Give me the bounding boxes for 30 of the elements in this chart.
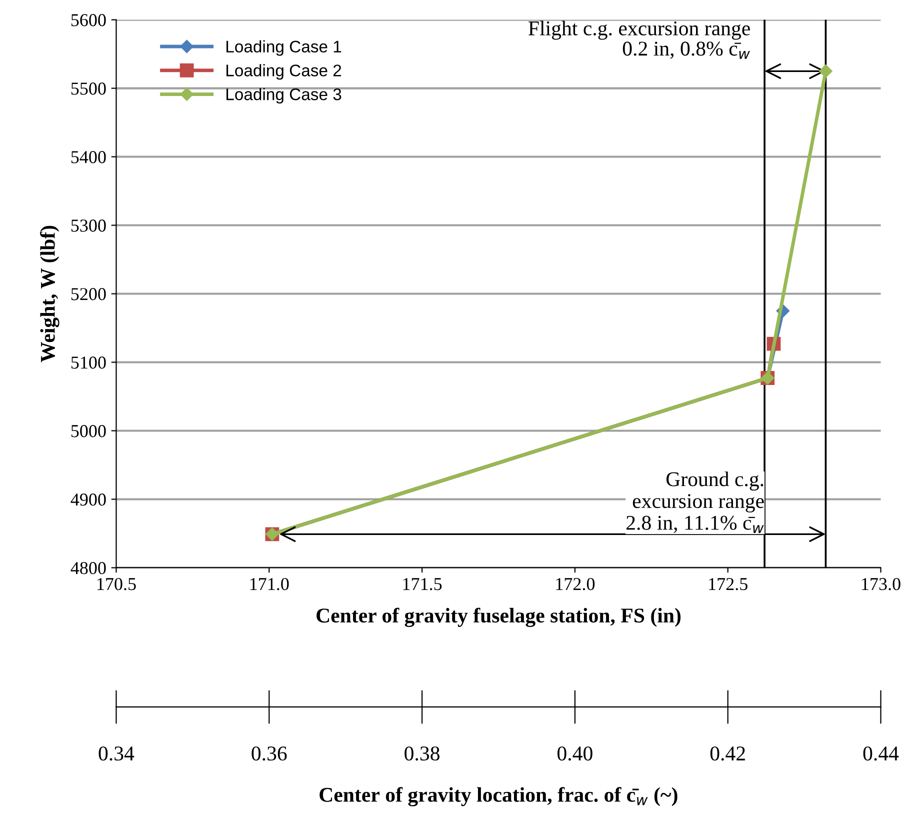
legend-label: Loading Case 2 [226, 64, 342, 80]
y-tick-label: 4800 [70, 562, 106, 574]
y-tick-label: 5200 [71, 288, 106, 300]
annotation: Flight c.g. excursion range 0.2 in, 0.8% c̄$_{w}$ [528, 20, 750, 59]
x-tick-label: 172.0 [556, 578, 595, 590]
x2-tick-label: 0.42 [710, 746, 745, 761]
y-tick-label: 5300 [71, 220, 106, 232]
y-tick-label: 5100 [71, 356, 106, 369]
y-tick-label: 5500 [71, 82, 106, 95]
x-axis-title: Center of gravity fuselage station, FS (in) [316, 608, 681, 627]
x2-tick-label: 0.44 [863, 746, 899, 761]
x-tick-label: 172.5 [709, 578, 748, 590]
y-tick-label: 4900 [70, 494, 106, 506]
y-tick-label: 5000 [71, 425, 106, 438]
x-tick-label: 171.0 [250, 578, 289, 590]
legend-label: Loading Case 3 [226, 88, 342, 104]
x-tick-label: 170.5 [98, 578, 136, 590]
x-tick-label: 171.5 [403, 578, 442, 590]
y-tick-label: 5600 [71, 14, 106, 26]
legend-label: Loading Case 1 [226, 40, 342, 56]
point [819, 64, 832, 78]
x2-tick-label: 0.36 [252, 746, 287, 761]
y-axis-title: Weight, W (lbf) [40, 226, 60, 362]
x2-axis-title: Center of gravity location, frac. of c̄$_{w}$ (~) [320, 786, 678, 806]
x2-tick-label: 0.34 [98, 746, 134, 761]
y-tick-label: 5400 [71, 151, 106, 164]
annotation: Ground c.g. excursion range 2.8 in, 11.1% c̄$_{w}$ [626, 472, 764, 534]
x2-tick-label: 0.40 [558, 746, 592, 761]
x2-tick-label: 0.38 [404, 746, 440, 761]
x-tick-label: 173.0 [862, 578, 900, 590]
